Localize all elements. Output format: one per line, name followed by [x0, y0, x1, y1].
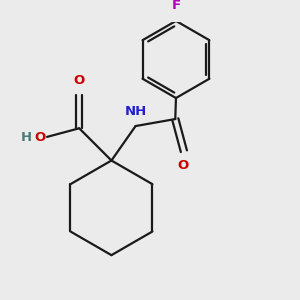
Text: O: O	[74, 74, 85, 87]
Text: O: O	[34, 131, 45, 144]
Text: F: F	[171, 0, 181, 12]
Text: O: O	[178, 159, 189, 172]
Text: H: H	[21, 131, 32, 144]
Text: NH: NH	[124, 105, 147, 118]
